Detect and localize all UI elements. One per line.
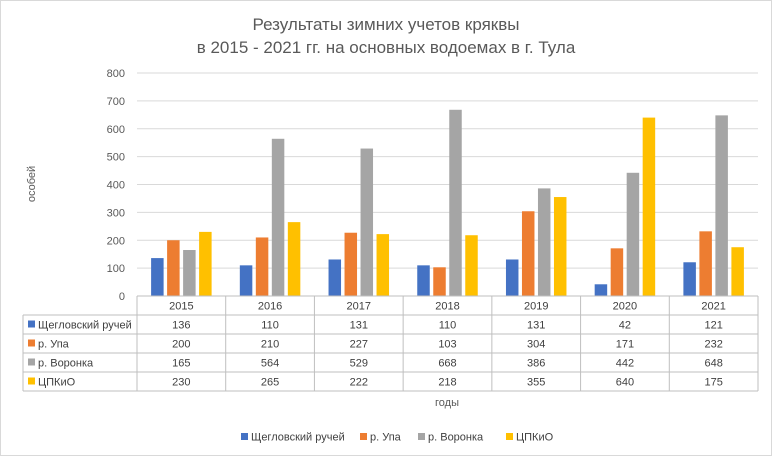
table-cell: 171 xyxy=(616,339,634,351)
y-tick-label: 0 xyxy=(119,291,125,303)
bar-2017-1 xyxy=(344,232,358,296)
table-cell: 131 xyxy=(527,320,545,332)
legend-entry: Щегловский ручей xyxy=(251,432,345,444)
y-tick-label: 600 xyxy=(107,124,125,136)
table-legend-key xyxy=(28,339,35,347)
y-tick-label: 800 xyxy=(107,68,125,80)
bar-2016-0 xyxy=(239,265,253,296)
bar-2020-0 xyxy=(594,284,608,296)
y-tick-label: 500 xyxy=(107,152,125,164)
table-series-name: р. Воронка xyxy=(38,358,94,370)
table-legend-key xyxy=(28,377,35,385)
chart-title-line-1: Результаты зимних учетов кряквы xyxy=(253,15,520,34)
bar-2020-3 xyxy=(642,117,656,296)
table-cell: 265 xyxy=(261,377,279,389)
table-cell: 175 xyxy=(704,377,722,389)
table-series-name: ЦПКиО xyxy=(38,377,76,389)
legend-entry: р. Упа xyxy=(370,432,402,444)
table-cell: 304 xyxy=(527,339,545,351)
table-legend-key xyxy=(28,320,35,328)
table-cell: 227 xyxy=(350,339,368,351)
legend-entry: р. Воронка xyxy=(428,432,484,444)
x-tick-label: 2021 xyxy=(701,301,725,313)
bar-2020-2 xyxy=(626,172,640,296)
table-cell: 165 xyxy=(172,358,190,370)
x-tick-label: 2018 xyxy=(435,301,459,313)
bar-2016-1 xyxy=(255,237,269,296)
table-cell: 210 xyxy=(261,339,279,351)
data-table: 2015 2016 2017 2018 2019 2020 2021 Щегловский р… xyxy=(22,295,759,392)
x-axis-label: годы xyxy=(435,397,459,409)
table-cell: 103 xyxy=(438,339,456,351)
y-axis-label: особей xyxy=(26,166,38,202)
bar-2019-2 xyxy=(537,188,551,296)
table-cell: 386 xyxy=(527,358,545,370)
table-cell: 42 xyxy=(619,320,631,332)
table-cell: 648 xyxy=(704,358,722,370)
table-cell: 442 xyxy=(616,358,634,370)
x-tick-label: 2020 xyxy=(613,301,637,313)
bars xyxy=(151,109,744,297)
bar-2021-3 xyxy=(731,247,744,296)
table-cell: 564 xyxy=(261,358,279,370)
bar-2018-0 xyxy=(417,265,430,296)
bar-2021-2 xyxy=(715,115,728,297)
bar-2019-3 xyxy=(553,197,567,296)
x-tick-label: 2019 xyxy=(524,301,548,313)
bar-2018-2 xyxy=(449,109,462,296)
table-series-name: р. Упа xyxy=(38,339,70,351)
table-cell: 232 xyxy=(704,339,722,351)
legend-key xyxy=(360,433,367,440)
legend-key xyxy=(418,433,425,440)
table-cell: 640 xyxy=(616,377,634,389)
gridlines: 0 100 200 300 400 500 600 700 800 xyxy=(107,68,758,303)
x-tick-label: 2017 xyxy=(347,301,371,313)
table-legend-key xyxy=(28,358,35,366)
bar-2019-1 xyxy=(521,211,535,296)
bar-2021-1 xyxy=(699,231,712,296)
table-cell: 110 xyxy=(261,320,279,332)
bar-2017-3 xyxy=(376,234,390,296)
table-cell: 355 xyxy=(527,377,545,389)
bar-2015-2 xyxy=(183,250,196,296)
table-cell: 110 xyxy=(439,320,457,332)
bar-2015-1 xyxy=(167,240,180,296)
legend-key xyxy=(241,433,248,440)
y-tick-label: 700 xyxy=(107,96,125,108)
bar-2017-0 xyxy=(328,259,342,296)
table-cell: 131 xyxy=(350,320,368,332)
legend-entry: ЦПКиО xyxy=(516,432,554,444)
table-cell: 668 xyxy=(438,358,456,370)
chart-title-line-2: в 2015 - 2021 гг. на основных водоемах в… xyxy=(197,38,576,57)
table-cell: 230 xyxy=(172,377,190,389)
table-cell: 136 xyxy=(172,320,190,332)
y-tick-label: 300 xyxy=(107,207,125,219)
table-cell: 529 xyxy=(350,358,368,370)
bar-2015-3 xyxy=(199,231,212,296)
bar-2018-3 xyxy=(465,235,478,296)
bar-2020-1 xyxy=(610,248,624,296)
bar-2018-1 xyxy=(433,267,446,296)
bar-2015-0 xyxy=(151,258,164,296)
table-series-name: Щегловский ручей xyxy=(38,320,132,332)
legend: Щегловский ручей р. Упа р. Воронка ЦПКиО xyxy=(241,432,554,444)
x-tick-label: 2016 xyxy=(258,301,282,313)
bar-2019-0 xyxy=(505,259,519,296)
table-cell: 218 xyxy=(438,377,456,389)
x-tick-label: 2015 xyxy=(169,301,193,313)
bar-2016-2 xyxy=(271,138,285,296)
legend-key xyxy=(506,433,513,440)
table-cell: 121 xyxy=(704,320,722,332)
y-tick-label: 100 xyxy=(107,263,125,275)
bar-2021-0 xyxy=(683,262,696,296)
bar-2016-3 xyxy=(287,222,301,296)
y-tick-label: 400 xyxy=(107,180,125,192)
table-cell: 200 xyxy=(172,339,190,351)
table-cell: 222 xyxy=(350,377,368,389)
bar-2017-2 xyxy=(360,148,374,296)
y-tick-label: 200 xyxy=(107,235,125,247)
chart-title: Результаты зимних учетов кряквы в 2015 -… xyxy=(197,15,576,57)
